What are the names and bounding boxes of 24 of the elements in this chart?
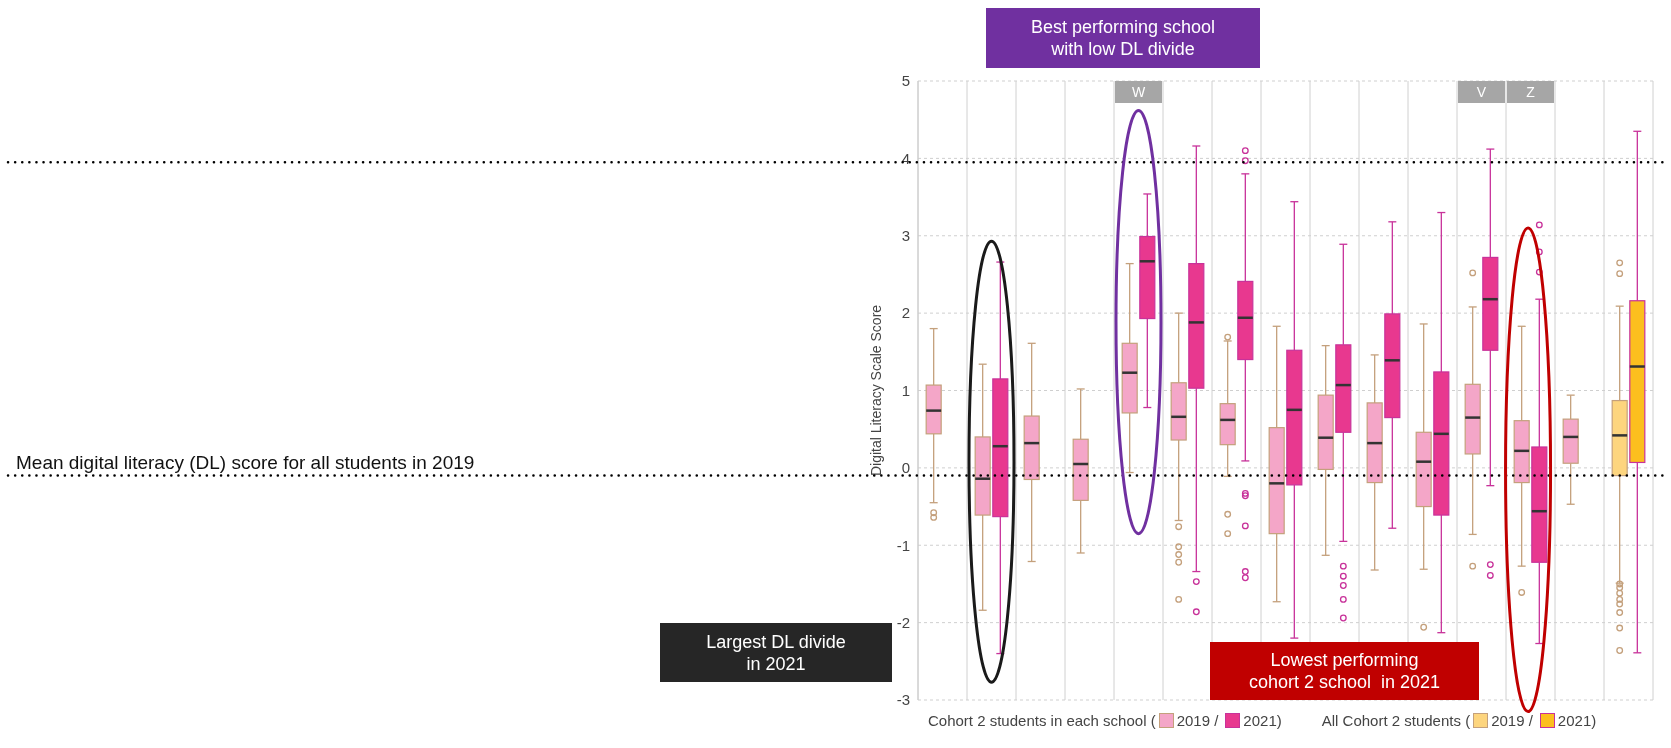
y-tick-label: -1 bbox=[896, 536, 910, 554]
callout-box: Lowest performing cohort 2 school in 2021 bbox=[1210, 642, 1479, 700]
y-tick-label: 5 bbox=[901, 72, 910, 90]
y-tick-label: 0 bbox=[901, 459, 910, 477]
callout-box: Largest DL divide in 2021 bbox=[660, 623, 892, 682]
legend-title: Cohort 2 students in each school ( bbox=[928, 712, 1156, 729]
x-tick-label: V bbox=[1476, 84, 1487, 100]
x-tick-label: W bbox=[1131, 84, 1146, 100]
x-tick-label: Z bbox=[1526, 84, 1536, 100]
legend-label: 2021) bbox=[1557, 712, 1597, 729]
annotation: Lowest performing cohort 2 school in 2021 bbox=[1247, 649, 1442, 693]
y-tick-label: -3 bbox=[896, 691, 910, 709]
text: All Cohort 2 students ( bbox=[1321, 712, 1471, 729]
y-tick-label: 1 bbox=[901, 381, 910, 399]
legend-label: 2019 / bbox=[1491, 712, 1533, 729]
y-tick-label: -2 bbox=[896, 613, 910, 631]
ref-line-label: Mean digital literacy (DL) score for all students in 2019 bbox=[16, 451, 475, 473]
y-tick-label: 2 bbox=[901, 304, 910, 322]
legend-label: 2019 / bbox=[1176, 712, 1219, 729]
callout-box: Best performing school with low DL divide bbox=[986, 8, 1260, 68]
y-tick-label: 3 bbox=[901, 227, 910, 245]
legend-label: 2021) bbox=[1243, 712, 1282, 729]
y-axis-title: Digital Literacy Scale Score bbox=[867, 304, 884, 477]
y-tick-label: 4 bbox=[901, 149, 910, 167]
